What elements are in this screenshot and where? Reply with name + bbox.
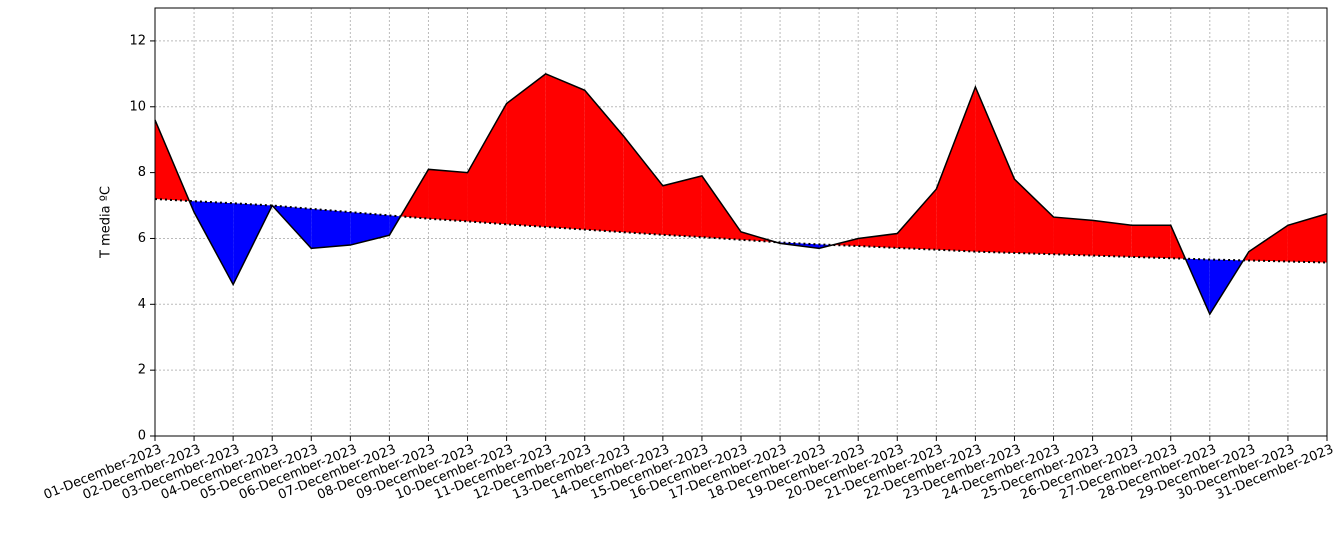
y-tick-label: 8 — [138, 165, 146, 180]
y-axis-label: T media ºC — [99, 186, 114, 259]
above-area — [584, 90, 624, 233]
above-area — [975, 87, 1015, 253]
y-tick-label: 4 — [138, 297, 146, 312]
plot-frame — [154, 7, 1328, 437]
below-area — [311, 208, 351, 249]
below-area — [194, 201, 234, 285]
y-tick-label: 2 — [138, 363, 146, 378]
above-area — [1131, 225, 1171, 259]
above-area — [506, 73, 546, 227]
above-area — [1014, 179, 1054, 255]
above-area — [545, 73, 585, 230]
y-tick-label: 10 — [129, 99, 146, 114]
above-area — [623, 136, 663, 235]
above-area — [1053, 217, 1093, 256]
above-area — [1287, 213, 1327, 263]
above-area — [936, 87, 976, 252]
above-area — [701, 175, 741, 240]
below-area — [350, 212, 390, 246]
y-tick-label: 6 — [138, 231, 146, 246]
reference-line — [154, 197, 1328, 264]
temperature-line — [154, 72, 1328, 316]
above-area — [428, 169, 468, 222]
above-area — [467, 103, 507, 225]
above-area — [662, 175, 702, 238]
above-area — [897, 189, 937, 250]
above-area — [1248, 225, 1288, 262]
above-area — [1092, 220, 1132, 257]
y-tick-label: 0 — [138, 429, 146, 444]
above-area — [858, 233, 898, 249]
y-tick-label: 12 — [129, 33, 146, 48]
